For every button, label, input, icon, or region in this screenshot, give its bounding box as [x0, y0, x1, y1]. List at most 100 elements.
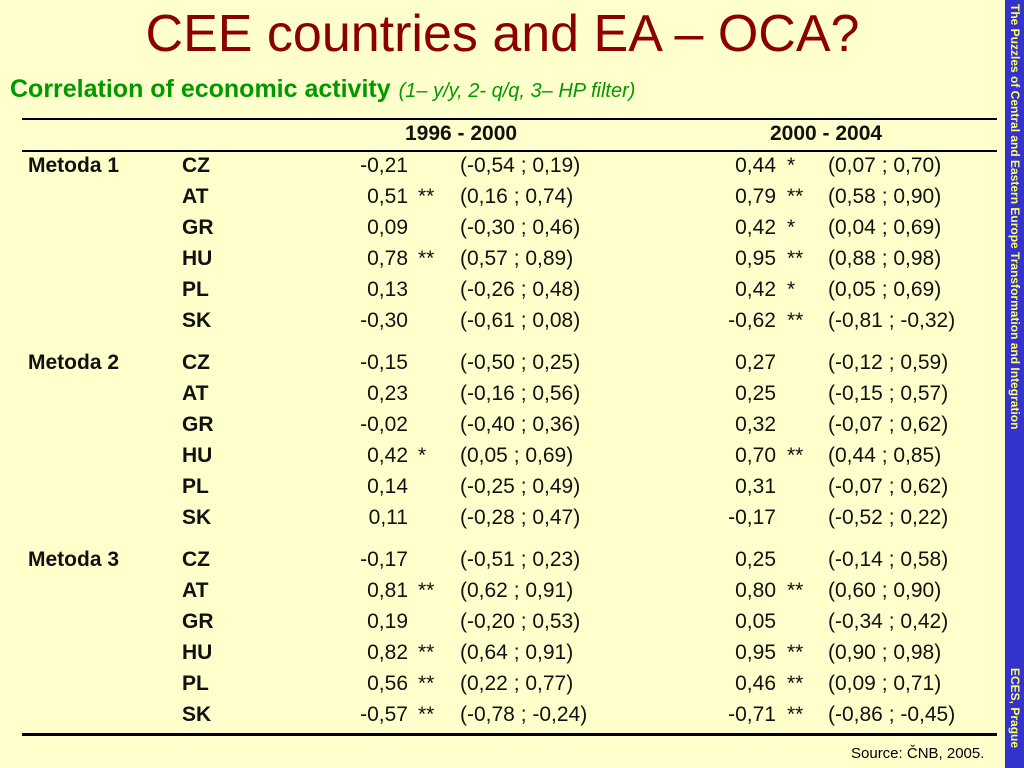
country-code: SK: [182, 703, 212, 726]
interval-1996-2000: (-0,26 ; 0,48): [460, 278, 581, 301]
significance-1996-2000: **: [418, 185, 435, 208]
table-row: AT 0,81 ** (0,62 ; 0,91) 0,80 ** (0,60 ; 0,90): [0, 577, 1000, 608]
correlation-1996-2000: 0,23: [367, 382, 408, 405]
interval-1996-2000: (0,16 ; 0,74): [460, 185, 574, 208]
interval-1996-2000: (-0,54 ; 0,19): [460, 154, 581, 177]
correlation-1996-2000: 0,13: [367, 278, 408, 301]
slide-subtitle: Correlation of economic activity (1– y/y,…: [10, 70, 635, 112]
country-code: PL: [182, 475, 209, 498]
method-label: Metoda 1: [28, 154, 120, 177]
significance-1996-2000: **: [418, 247, 435, 270]
period-header-2: 2000 - 2004: [770, 122, 883, 145]
significance-1996-2000: **: [418, 703, 435, 726]
table-row: HU 0,82 ** (0,64 ; 0,91) 0,95 ** (0,90 ; 0,98): [0, 639, 1000, 670]
correlation-1996-2000: 0,11: [368, 506, 408, 529]
table-row: GR 0,19 (-0,20 ; 0,53) 0,05 (-0,34 ; 0,42): [0, 608, 1000, 639]
country-code: CZ: [182, 548, 210, 571]
significance-2000-2004: **: [787, 309, 804, 332]
correlation-2000-2004: 0,80: [735, 579, 776, 602]
interval-2000-2004: (-0,15 ; 0,57): [828, 382, 949, 405]
side-banner-top-text: The Puzzles of Central and Eastern Europ…: [1008, 4, 1022, 430]
interval-2000-2004: (0,09 ; 0,71): [828, 672, 942, 695]
table-row: AT 0,51 ** (0,16 ; 0,74) 0,79 ** (0,58 ; 0,90): [0, 183, 1000, 214]
significance-2000-2004: **: [787, 641, 804, 664]
interval-1996-2000: (0,64 ; 0,91): [460, 641, 574, 664]
interval-2000-2004: (-0,81 ; -0,32): [828, 309, 956, 332]
table-header-rule: [22, 150, 997, 152]
country-code: CZ: [182, 351, 210, 374]
table-row: PL 0,56 ** (0,22 ; 0,77) 0,46 ** (0,09 ; 0,71): [0, 670, 1000, 701]
table-row: AT 0,23 (-0,16 ; 0,56) 0,25 (-0,15 ; 0,57): [0, 380, 1000, 411]
period-header-1: 1996 - 2000: [405, 122, 518, 145]
subtitle-note: (1– y/y, 2- q/q, 3– HP filter): [398, 80, 636, 102]
correlation-2000-2004: 0,44: [735, 154, 776, 177]
interval-2000-2004: (-0,12 ; 0,59): [828, 351, 949, 374]
country-code: AT: [182, 185, 209, 208]
significance-2000-2004: **: [787, 672, 804, 695]
country-code: GR: [182, 413, 214, 436]
table-bottom-rule: [22, 733, 997, 736]
interval-2000-2004: (0,88 ; 0,98): [828, 247, 942, 270]
correlation-2000-2004: -0,71: [728, 703, 776, 726]
country-code: AT: [182, 382, 209, 405]
correlation-1996-2000: -0,57: [360, 703, 408, 726]
interval-2000-2004: (-0,14 ; 0,58): [828, 548, 949, 571]
country-code: GR: [182, 216, 214, 239]
table-row: SK -0,57 ** (-0,78 ; -0,24) -0,71 ** (-0,86 ; …: [0, 701, 1000, 732]
interval-1996-2000: (-0,78 ; -0,24): [460, 703, 588, 726]
country-code: HU: [182, 247, 213, 270]
correlation-2000-2004: 0,31: [735, 475, 776, 498]
correlation-1996-2000: 0,56: [367, 672, 408, 695]
correlation-1996-2000: -0,17: [360, 548, 408, 571]
table-row: GR -0,02 (-0,40 ; 0,36) 0,32 (-0,07 ; 0,62): [0, 411, 1000, 442]
interval-2000-2004: (-0,34 ; 0,42): [828, 610, 949, 633]
interval-1996-2000: (0,22 ; 0,77): [460, 672, 574, 695]
correlation-1996-2000: 0,82: [367, 641, 408, 664]
source-note: Source: ČNB, 2005.: [851, 745, 985, 762]
table-row: SK 0,11 (-0,28 ; 0,47) -0,17 (-0,52 ; 0,22): [0, 504, 1000, 535]
interval-1996-2000: (-0,40 ; 0,36): [460, 413, 581, 436]
correlation-2000-2004: -0,17: [728, 506, 776, 529]
interval-1996-2000: (-0,16 ; 0,56): [460, 382, 581, 405]
side-banner-bottom-text: ECES, Prague: [1008, 668, 1022, 749]
interval-2000-2004: (0,60 ; 0,90): [828, 579, 942, 602]
correlation-1996-2000: 0,81: [367, 579, 408, 602]
interval-2000-2004: (0,44 ; 0,85): [828, 444, 942, 467]
country-code: AT: [182, 579, 209, 602]
correlation-2000-2004: 0,46: [735, 672, 776, 695]
table-top-rule: [22, 118, 997, 120]
correlation-1996-2000: 0,14: [367, 475, 408, 498]
method-label: Metoda 2: [28, 351, 120, 374]
correlation-1996-2000: 0,09: [367, 216, 408, 239]
significance-2000-2004: **: [787, 703, 804, 726]
country-code: CZ: [182, 154, 210, 177]
side-banner: [1005, 0, 1024, 768]
significance-2000-2004: **: [787, 247, 804, 270]
country-code: SK: [182, 506, 212, 529]
interval-2000-2004: (0,90 ; 0,98): [828, 641, 942, 664]
interval-1996-2000: (-0,28 ; 0,47): [460, 506, 581, 529]
country-code: HU: [182, 444, 213, 467]
correlation-1996-2000: 0,78: [367, 247, 408, 270]
correlation-2000-2004: 0,42: [735, 278, 776, 301]
interval-2000-2004: (-0,07 ; 0,62): [828, 475, 949, 498]
significance-2000-2004: *: [787, 278, 796, 301]
significance-1996-2000: **: [418, 641, 435, 664]
correlation-2000-2004: 0,25: [735, 382, 776, 405]
correlation-2000-2004: 0,05: [735, 610, 776, 633]
country-code: PL: [182, 672, 209, 695]
correlation-1996-2000: -0,15: [360, 351, 408, 374]
method-label: Metoda 3: [28, 548, 120, 571]
table-row: GR 0,09 (-0,30 ; 0,46) 0,42 * (0,04 ; 0,69): [0, 214, 1000, 245]
interval-1996-2000: (-0,51 ; 0,23): [460, 548, 581, 571]
interval-2000-2004: (-0,07 ; 0,62): [828, 413, 949, 436]
country-code: PL: [182, 278, 209, 301]
interval-1996-2000: (-0,61 ; 0,08): [460, 309, 581, 332]
correlation-1996-2000: -0,02: [360, 413, 408, 436]
correlation-1996-2000: 0,19: [367, 610, 408, 633]
table-row: Metoda 3 CZ -0,17 (-0,51 ; 0,23) 0,25 (-0,14 …: [0, 546, 1000, 577]
correlation-2000-2004: 0,25: [735, 548, 776, 571]
correlation-2000-2004: 0,27: [735, 351, 776, 374]
table-header: 1996 - 2000 2000 - 2004: [0, 120, 1000, 150]
slide-title: CEE countries and EA – OCA?: [145, 5, 860, 63]
